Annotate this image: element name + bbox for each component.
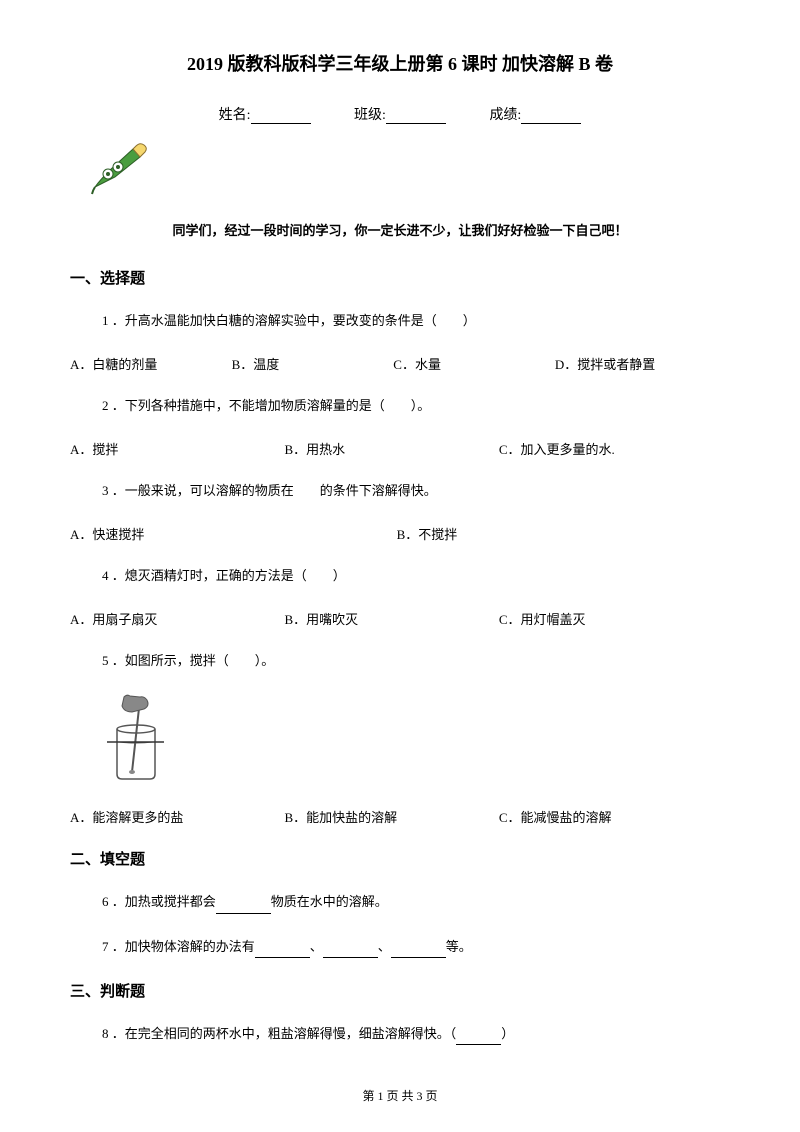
q7-blank-2[interactable] <box>323 945 378 958</box>
score-blank[interactable] <box>521 110 581 124</box>
q8-text-pre: 8 ．在完全相同的两杯水中，粗盐溶解得慢，细盐溶解得快。（ <box>102 1026 456 1041</box>
q5-option-a: A．能溶解更多的盐 <box>70 807 281 826</box>
q6-blank[interactable] <box>216 901 271 914</box>
q8-text-post: ） <box>501 1026 514 1041</box>
footer-post: 页 <box>423 1089 438 1103</box>
q1-option-c: C．水量 <box>393 354 551 373</box>
q7-text-post: 等。 <box>446 939 472 954</box>
name-blank[interactable] <box>251 110 311 124</box>
question-5: 5 ．如图所示，搅拌（ ）。 <box>102 650 730 672</box>
q4-option-c: C．用灯帽盖灭 <box>499 609 710 628</box>
q4-option-a: A．用扇子扇灭 <box>70 609 281 628</box>
q4-option-b: B．用嘴吹灭 <box>284 609 495 628</box>
question-3-options: A．快速搅拌 B．不搅拌 <box>70 524 730 543</box>
q2-option-c: C．加入更多量的水. <box>499 439 710 458</box>
q1-option-d: D．搅拌或者静置 <box>555 354 713 373</box>
question-1-options: A．白糖的剂量 B．温度 C．水量 D．搅拌或者静置 <box>70 354 730 373</box>
question-2: 2 ．下列各种措施中，不能增加物质溶解量的是（ ）。 <box>102 395 730 417</box>
q5-option-b: B．能加快盐的溶解 <box>284 807 495 826</box>
q7-sep-2: 、 <box>378 939 391 954</box>
section-2-heading: 二、填空题 <box>70 848 730 869</box>
question-4-options: A．用扇子扇灭 B．用嘴吹灭 C．用灯帽盖灭 <box>70 609 730 628</box>
question-1: 1 ．升高水温能加快白糖的溶解实验中，要改变的条件是（ ） <box>102 310 730 332</box>
q2-option-a: A．搅拌 <box>70 439 281 458</box>
class-blank[interactable] <box>386 110 446 124</box>
question-5-options: A．能溶解更多的盐 B．能加快盐的溶解 C．能减慢盐的溶解 <box>70 807 730 826</box>
document-title: 2019 版教科版科学三年级上册第 6 课时 加快溶解 B 卷 <box>70 50 730 76</box>
class-label: 班级: <box>354 104 386 124</box>
question-4: 4 ．熄灭酒精灯时，正确的方法是（ ） <box>102 565 730 587</box>
q5-option-c: C．能减慢盐的溶解 <box>499 807 710 826</box>
q7-blank-1[interactable] <box>255 945 310 958</box>
section-1-heading: 一、选择题 <box>70 267 730 288</box>
q1-option-b: B．温度 <box>232 354 390 373</box>
pencil-icon <box>90 142 730 202</box>
q1-option-a: A．白糖的剂量 <box>70 354 228 373</box>
question-2-options: A．搅拌 B．用热水 C．加入更多量的水. <box>70 439 730 458</box>
footer-pre: 第 <box>362 1089 377 1103</box>
student-info-line: 姓名: 班级: 成绩: <box>70 104 730 124</box>
question-3: 3 ．一般来说，可以溶解的物质在 的条件下溶解得快。 <box>102 480 730 502</box>
name-label: 姓名: <box>219 104 251 124</box>
q2-option-b: B．用热水 <box>284 439 495 458</box>
motto-text: 同学们，经过一段时间的学习，你一定长进不少，让我们好好检验一下自己吧！ <box>70 220 730 239</box>
question-7: 7 ．加快物体溶解的办法有 、 、 等。 <box>102 936 730 958</box>
score-label: 成绩: <box>489 104 521 124</box>
q3-option-a: A．快速搅拌 <box>70 524 393 543</box>
page-footer: 第 1 页 共 3 页 <box>0 1087 800 1104</box>
question-6: 6 ．加热或搅拌都会 物质在水中的溶解。 <box>102 891 730 913</box>
q8-blank[interactable] <box>456 1032 501 1045</box>
q7-sep-1: 、 <box>310 939 323 954</box>
stirring-beaker-icon <box>102 694 730 789</box>
question-8: 8 ．在完全相同的两杯水中，粗盐溶解得慢，细盐溶解得快。（ ） <box>102 1023 730 1045</box>
q3-option-b: B．不搅拌 <box>397 524 720 543</box>
q7-text-pre: 7 ．加快物体溶解的办法有 <box>102 939 255 954</box>
q6-text-post: 物质在水中的溶解。 <box>271 894 388 909</box>
q6-text-pre: 6 ．加热或搅拌都会 <box>102 894 216 909</box>
q7-blank-3[interactable] <box>391 945 446 958</box>
footer-mid: 页 共 <box>383 1089 416 1103</box>
section-3-heading: 三、判断题 <box>70 980 730 1001</box>
